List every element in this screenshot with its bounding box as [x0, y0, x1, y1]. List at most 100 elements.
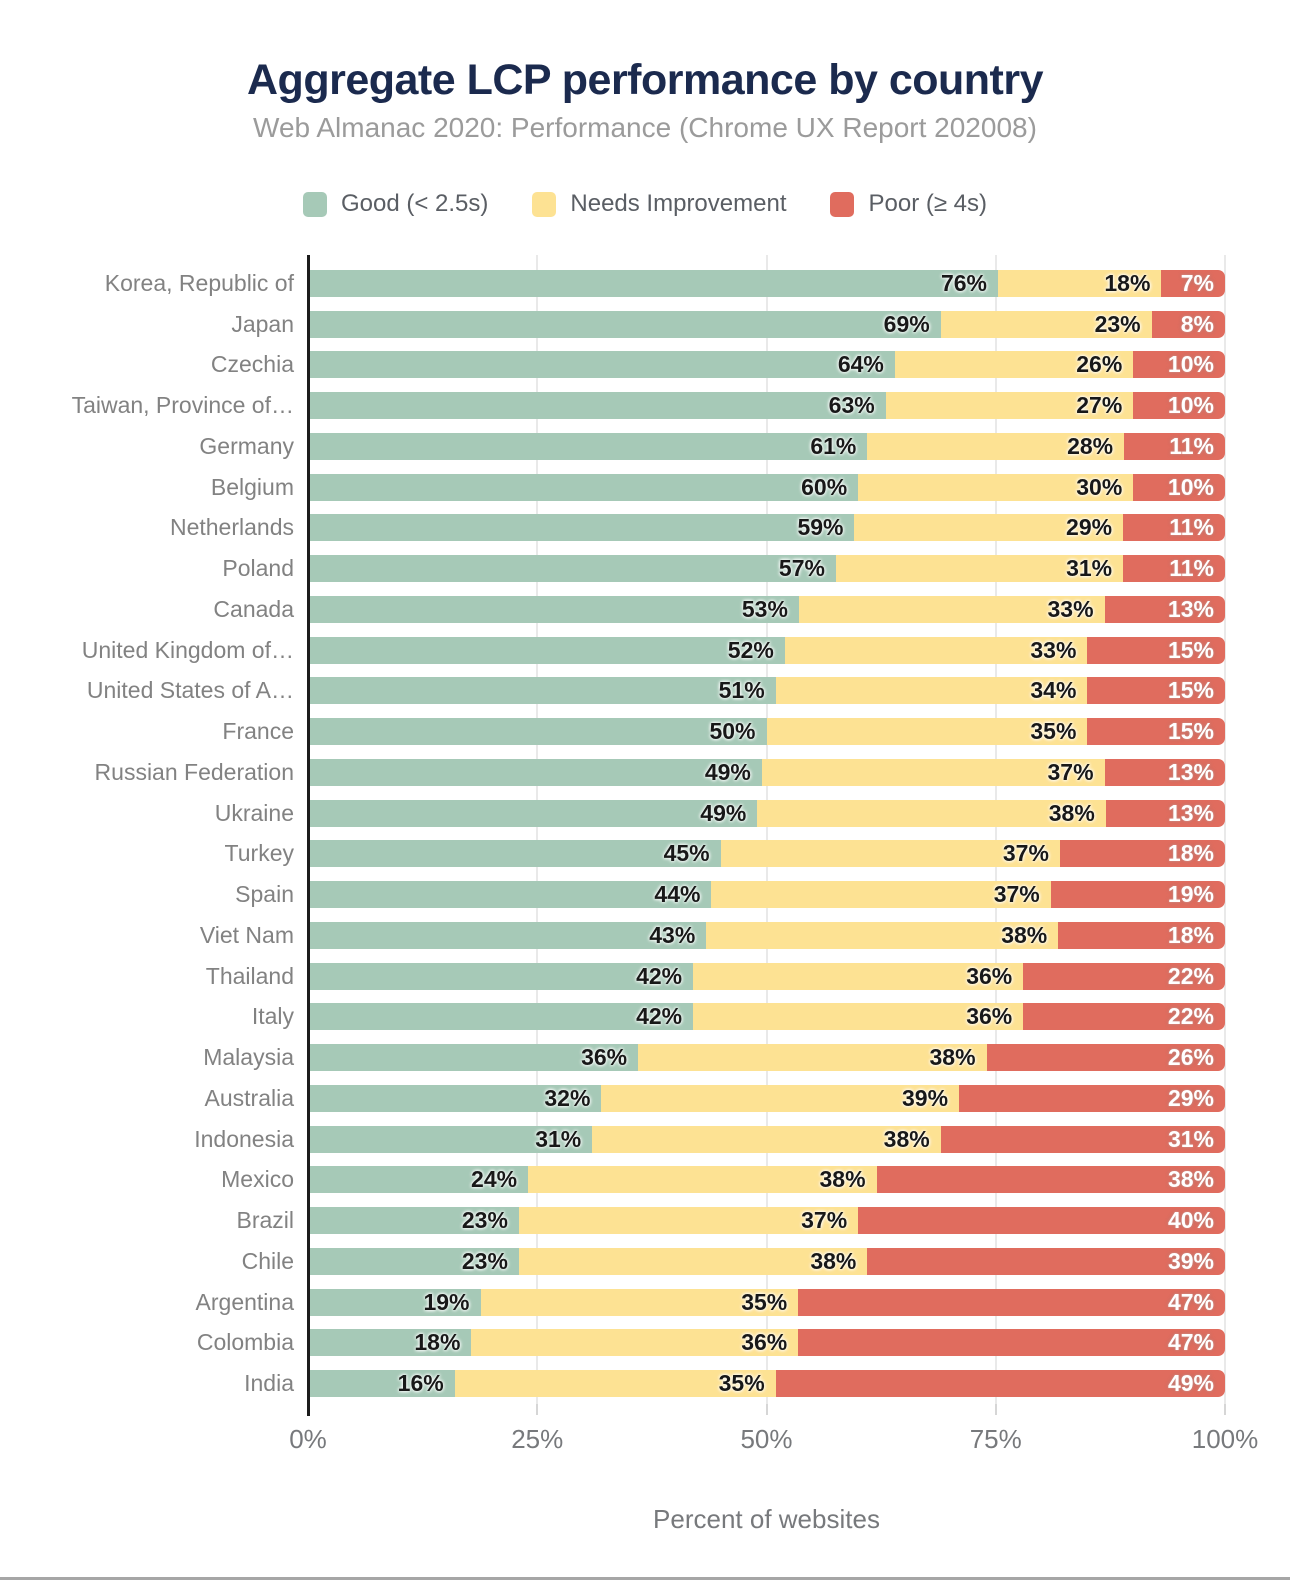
bar-segment-poor[interactable]: 13%	[1104, 595, 1225, 623]
bar-segment-needs-improvement[interactable]: 38%	[528, 1166, 877, 1194]
bar-segment-good[interactable]: 53%	[308, 595, 799, 623]
bar-segment-good[interactable]: 50%	[308, 718, 767, 746]
bar-segment-good[interactable]: 63%	[308, 392, 886, 420]
stacked-bar[interactable]: 42% 36% 22%	[308, 962, 1225, 990]
bar-segment-good[interactable]: 16%	[308, 1370, 455, 1398]
bar-segment-poor[interactable]: 47%	[798, 1288, 1225, 1316]
stacked-bar[interactable]: 69% 23% 8%	[308, 310, 1225, 338]
bar-segment-poor[interactable]: 15%	[1087, 636, 1225, 664]
bar-segment-poor[interactable]: 29%	[959, 1084, 1225, 1112]
bar-segment-poor[interactable]: 15%	[1087, 677, 1225, 705]
bar-segment-poor[interactable]: 31%	[940, 1125, 1225, 1153]
bar-segment-good[interactable]: 45%	[308, 840, 721, 868]
bar-segment-needs-improvement[interactable]: 38%	[706, 921, 1059, 949]
legend-item-needs-improvement[interactable]: Needs Improvement	[532, 190, 786, 218]
bar-segment-needs-improvement[interactable]: 35%	[454, 1370, 776, 1398]
stacked-bar[interactable]: 49% 38% 13%	[308, 799, 1225, 827]
bar-segment-good[interactable]: 49%	[308, 799, 758, 827]
stacked-bar[interactable]: 52% 33% 15%	[308, 636, 1225, 664]
bar-segment-needs-improvement[interactable]: 33%	[784, 636, 1088, 664]
bar-segment-poor[interactable]: 11%	[1123, 514, 1225, 542]
bar-segment-needs-improvement[interactable]: 38%	[592, 1125, 941, 1153]
bar-segment-needs-improvement[interactable]: 37%	[518, 1207, 859, 1235]
stacked-bar[interactable]: 45% 37% 18%	[308, 840, 1225, 868]
stacked-bar[interactable]: 49% 37% 13%	[308, 758, 1225, 786]
bar-segment-good[interactable]: 44%	[308, 881, 712, 909]
bar-segment-needs-improvement[interactable]: 31%	[835, 555, 1124, 583]
bar-segment-poor[interactable]: 7%	[1161, 269, 1225, 297]
bar-segment-poor[interactable]: 22%	[1023, 962, 1225, 990]
bar-segment-poor[interactable]: 10%	[1133, 351, 1225, 379]
bar-segment-poor[interactable]: 8%	[1151, 310, 1225, 338]
bar-segment-needs-improvement[interactable]: 39%	[601, 1084, 960, 1112]
bar-segment-poor[interactable]: 19%	[1050, 881, 1225, 909]
stacked-bar[interactable]: 50% 35% 15%	[308, 718, 1225, 746]
bar-segment-good[interactable]: 24%	[308, 1166, 529, 1194]
stacked-bar[interactable]: 19% 35% 47%	[308, 1288, 1225, 1316]
stacked-bar[interactable]: 16% 35% 49%	[308, 1370, 1225, 1398]
bar-segment-good[interactable]: 76%	[308, 269, 999, 297]
stacked-bar[interactable]: 36% 38% 26%	[308, 1044, 1225, 1072]
bar-segment-needs-improvement[interactable]: 38%	[638, 1044, 987, 1072]
bar-segment-good[interactable]: 23%	[308, 1247, 519, 1275]
stacked-bar[interactable]: 51% 34% 15%	[308, 677, 1225, 705]
stacked-bar[interactable]: 44% 37% 19%	[308, 881, 1225, 909]
stacked-bar[interactable]: 60% 30% 10%	[308, 473, 1225, 501]
bar-segment-poor[interactable]: 39%	[867, 1247, 1225, 1275]
bar-segment-needs-improvement[interactable]: 36%	[693, 1003, 1024, 1031]
stacked-bar[interactable]: 57% 31% 11%	[308, 555, 1225, 583]
bar-segment-needs-improvement[interactable]: 38%	[518, 1247, 868, 1275]
stacked-bar[interactable]: 43% 38% 18%	[308, 921, 1225, 949]
bar-segment-needs-improvement[interactable]: 33%	[798, 595, 1105, 623]
bar-segment-good[interactable]: 60%	[308, 473, 859, 501]
stacked-bar[interactable]: 32% 39% 29%	[308, 1084, 1225, 1112]
bar-segment-good[interactable]: 32%	[308, 1084, 602, 1112]
stacked-bar[interactable]: 61% 28% 11%	[308, 432, 1225, 460]
bar-segment-needs-improvement[interactable]: 37%	[711, 881, 1051, 909]
bar-segment-good[interactable]: 69%	[308, 310, 941, 338]
bar-segment-good[interactable]: 49%	[308, 758, 762, 786]
bar-segment-good[interactable]: 52%	[308, 636, 785, 664]
bar-segment-needs-improvement[interactable]: 37%	[720, 840, 1060, 868]
bar-segment-needs-improvement[interactable]: 35%	[480, 1288, 799, 1316]
stacked-bar[interactable]: 23% 37% 40%	[308, 1207, 1225, 1235]
bar-segment-good[interactable]: 31%	[308, 1125, 593, 1153]
bar-segment-good[interactable]: 57%	[308, 555, 836, 583]
stacked-bar[interactable]: 18% 36% 47%	[308, 1329, 1225, 1357]
bar-segment-good[interactable]: 64%	[308, 351, 895, 379]
bar-segment-needs-improvement[interactable]: 30%	[858, 473, 1134, 501]
stacked-bar[interactable]: 31% 38% 31%	[308, 1125, 1225, 1153]
stacked-bar[interactable]: 53% 33% 13%	[308, 595, 1225, 623]
bar-segment-good[interactable]: 19%	[308, 1288, 481, 1316]
bar-segment-needs-improvement[interactable]: 27%	[885, 392, 1134, 420]
bar-segment-poor[interactable]: 11%	[1124, 432, 1225, 460]
bar-segment-poor[interactable]: 13%	[1105, 799, 1225, 827]
bar-segment-needs-improvement[interactable]: 36%	[471, 1329, 799, 1357]
stacked-bar[interactable]: 24% 38% 38%	[308, 1166, 1225, 1194]
bar-segment-poor[interactable]: 13%	[1104, 758, 1225, 786]
bar-segment-poor[interactable]: 22%	[1023, 1003, 1225, 1031]
bar-segment-poor[interactable]: 15%	[1087, 718, 1225, 746]
bar-segment-good[interactable]: 36%	[308, 1044, 639, 1072]
bar-segment-good[interactable]: 43%	[308, 921, 707, 949]
bar-segment-poor[interactable]: 47%	[798, 1329, 1225, 1357]
bar-segment-poor[interactable]: 49%	[775, 1370, 1225, 1398]
stacked-bar[interactable]: 64% 26% 10%	[308, 351, 1225, 379]
bar-segment-poor[interactable]: 10%	[1133, 392, 1225, 420]
bar-segment-good[interactable]: 51%	[308, 677, 776, 705]
stacked-bar[interactable]: 63% 27% 10%	[308, 392, 1225, 420]
bar-segment-needs-improvement[interactable]: 26%	[894, 351, 1134, 379]
bar-segment-poor[interactable]: 11%	[1123, 555, 1225, 583]
bar-segment-good[interactable]: 42%	[308, 962, 694, 990]
stacked-bar[interactable]: 42% 36% 22%	[308, 1003, 1225, 1031]
bar-segment-poor[interactable]: 18%	[1059, 840, 1225, 868]
bar-segment-needs-improvement[interactable]: 38%	[757, 799, 1106, 827]
bar-segment-needs-improvement[interactable]: 37%	[761, 758, 1105, 786]
bar-segment-needs-improvement[interactable]: 28%	[867, 432, 1125, 460]
bar-segment-needs-improvement[interactable]: 35%	[766, 718, 1088, 746]
bar-segment-needs-improvement[interactable]: 29%	[854, 514, 1124, 542]
legend-item-good[interactable]: Good (< 2.5s)	[302, 190, 488, 218]
stacked-bar[interactable]: 76% 18% 7%	[308, 269, 1225, 297]
legend-item-poor[interactable]: Poor (≥ 4s)	[830, 190, 987, 218]
bar-segment-needs-improvement[interactable]: 34%	[775, 677, 1088, 705]
